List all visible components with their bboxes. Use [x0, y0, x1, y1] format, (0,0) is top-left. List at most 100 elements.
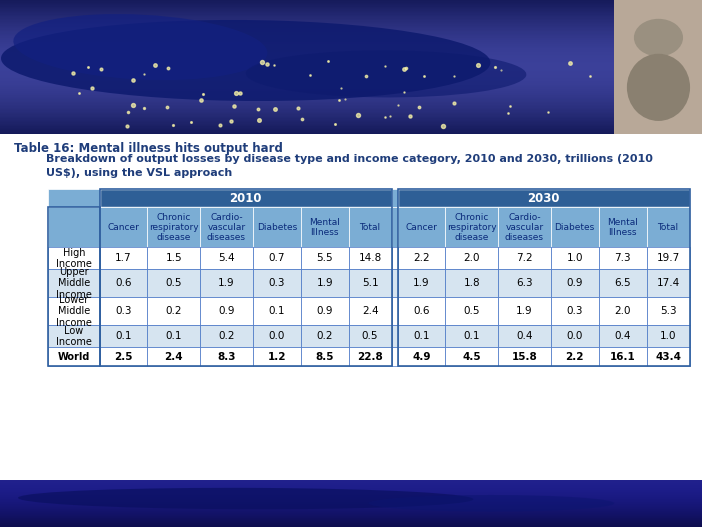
Bar	[200, 347, 253, 366]
Text: 8.3: 8.3	[217, 352, 236, 362]
Bar	[0, 125, 702, 126]
Bar	[0, 2, 702, 3]
Bar	[0, 63, 702, 64]
Bar	[0, 46, 702, 47]
Text: 7.2: 7.2	[516, 253, 533, 264]
Bar	[0, 98, 702, 100]
Text: Mental
Illness: Mental Illness	[309, 218, 340, 237]
Text: 2.0: 2.0	[614, 307, 631, 317]
Text: Chronic
respiratory
disease: Chronic respiratory disease	[447, 212, 496, 242]
Bar	[0, 89, 702, 90]
Bar	[0, 108, 702, 109]
Text: 2.5: 2.5	[114, 352, 133, 362]
Bar	[48, 347, 100, 366]
Text: 8.5: 8.5	[315, 352, 334, 362]
Bar	[0, 101, 702, 102]
Bar	[0, 52, 702, 54]
Bar	[0, 55, 702, 56]
Text: 2010: 2010	[230, 192, 262, 205]
Bar	[100, 326, 147, 347]
Bar	[0, 27, 702, 28]
Bar	[551, 297, 599, 326]
Bar	[392, 189, 397, 208]
Bar	[349, 269, 392, 297]
Bar	[498, 347, 551, 366]
Bar	[349, 297, 392, 326]
Bar	[446, 269, 498, 297]
Bar	[0, 103, 702, 105]
Bar	[0, 37, 702, 39]
Ellipse shape	[634, 19, 683, 56]
Bar	[0, 35, 702, 36]
Bar	[147, 297, 200, 326]
Bar	[446, 208, 498, 248]
Bar	[0, 61, 702, 62]
Bar	[0, 34, 702, 35]
Text: 2.2: 2.2	[566, 352, 584, 362]
Bar	[0, 32, 702, 34]
Bar	[0, 70, 702, 71]
Bar	[397, 326, 446, 347]
Bar	[599, 208, 647, 248]
Text: 0.5: 0.5	[362, 331, 378, 341]
Bar	[0, 11, 702, 12]
Bar	[253, 269, 300, 297]
Text: 0.3: 0.3	[567, 307, 583, 317]
Bar	[349, 326, 392, 347]
Bar	[100, 208, 147, 248]
Bar	[253, 347, 300, 366]
Bar	[253, 208, 300, 248]
Bar	[0, 3, 702, 4]
Text: 0.0: 0.0	[269, 331, 285, 341]
Bar	[446, 297, 498, 326]
Bar	[0, 17, 702, 19]
Bar	[0, 19, 702, 20]
Bar	[253, 297, 300, 326]
Bar	[0, 74, 702, 75]
Bar	[397, 269, 446, 297]
Bar	[0, 124, 702, 125]
Bar	[647, 208, 689, 248]
Bar	[349, 347, 392, 366]
Bar	[100, 297, 147, 326]
Bar	[200, 208, 253, 248]
Bar	[349, 248, 392, 269]
Bar	[0, 110, 702, 112]
Bar	[0, 133, 702, 134]
Bar	[0, 115, 702, 117]
Text: 0.2: 0.2	[218, 331, 234, 341]
Text: 0.7: 0.7	[268, 253, 285, 264]
Text: Low
Income: Low Income	[56, 326, 92, 347]
Text: 0.3: 0.3	[115, 307, 132, 317]
Bar	[0, 128, 702, 129]
Bar	[0, 47, 702, 48]
Bar	[100, 189, 392, 366]
Bar	[0, 22, 702, 23]
Bar	[0, 24, 702, 25]
Bar	[0, 20, 702, 22]
Bar	[0, 132, 702, 133]
Bar	[0, 41, 702, 42]
Bar	[0, 15, 702, 16]
Text: 2.4: 2.4	[164, 352, 183, 362]
Text: 0.3: 0.3	[268, 278, 285, 288]
Bar	[551, 326, 599, 347]
Bar	[647, 297, 689, 326]
Bar	[200, 269, 253, 297]
Bar	[0, 129, 702, 130]
Bar	[599, 347, 647, 366]
Text: 2.4: 2.4	[362, 307, 378, 317]
Bar	[48, 269, 100, 297]
Bar	[200, 248, 253, 269]
Text: Diabetes: Diabetes	[555, 223, 595, 232]
Bar	[100, 248, 147, 269]
Ellipse shape	[246, 51, 526, 97]
Bar	[0, 90, 702, 91]
Text: 1.0: 1.0	[660, 331, 676, 341]
Bar	[498, 326, 551, 347]
Bar	[48, 189, 100, 208]
Bar	[0, 78, 702, 79]
Bar	[0, 81, 702, 82]
Bar	[0, 94, 702, 95]
Bar	[48, 248, 100, 269]
